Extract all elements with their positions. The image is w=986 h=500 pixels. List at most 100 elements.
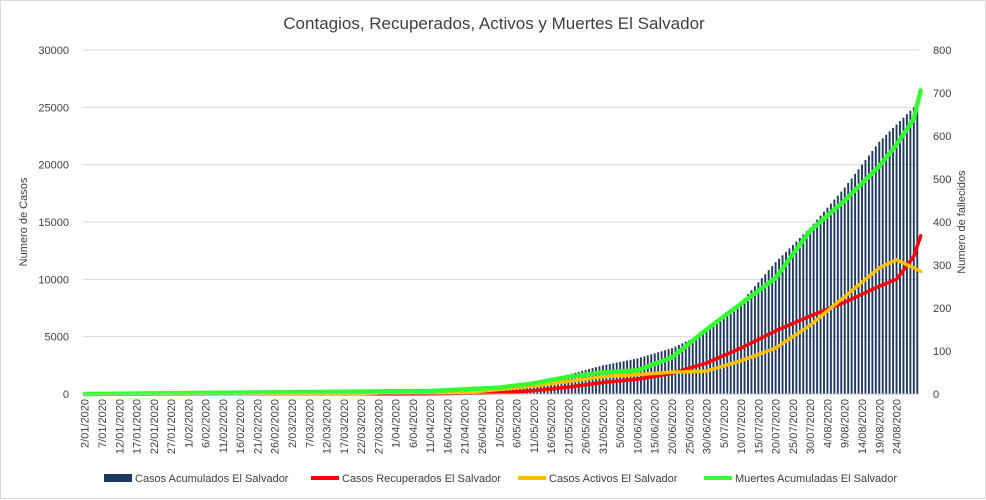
y-tick-right: 300 [933,260,951,272]
x-tick-label: 24/08/2020 [892,399,904,454]
bar-casos-acumulados [633,359,635,394]
x-tick-label: 16/02/2020 [235,399,247,454]
x-tick-label: 9/08/2020 [840,399,852,448]
y-axis-left-title: Numero de Casos [18,177,30,266]
x-tick-label: 20/06/2020 [667,399,679,454]
y-axis-right-title: Numero de fallecidos [956,170,968,274]
bar-casos-acumulados [605,365,607,394]
y-tick-right: 0 [933,389,939,401]
y-tick-right: 100 [933,346,951,358]
x-tick-label: 20/07/2020 [771,399,783,454]
bar-casos-acumulados [789,248,791,394]
bar-casos-acumulados [799,238,801,394]
bar-casos-acumulados [840,192,842,394]
x-tick-label: 19/08/2020 [874,399,886,454]
x-tick-label: 7/03/2020 [304,399,316,448]
bar-casos-acumulados [795,241,797,394]
bar-casos-acumulados [775,262,777,394]
x-tick-label: 5/06/2020 [615,399,627,448]
x-tick-label: 6/05/2020 [512,399,524,448]
y-tick-right: 200 [933,303,951,315]
x-tick-label: 31/05/2020 [598,399,610,454]
bar-casos-acumulados [906,114,908,394]
x-tick-label: 26/02/2020 [270,399,282,454]
series-line-3 [85,90,921,394]
y-tick-left: 5000 [45,332,69,344]
bar-casos-acumulados [802,235,804,394]
bar-casos-acumulados [816,220,818,394]
x-tick-label: 1/05/2020 [494,399,506,448]
bar-casos-acumulados [851,178,853,394]
bar-casos-acumulados [792,245,794,394]
bar-casos-acumulados [809,228,811,394]
bar-casos-acumulados [813,224,815,394]
bar-casos-acumulados [782,255,784,394]
x-tick-label: 11/02/2020 [218,399,230,453]
bar-casos-acumulados [616,363,618,394]
x-tick-label: 27/01/2020 [166,399,178,454]
bar-casos-acumulados [844,188,846,394]
bar-casos-acumulados [837,196,839,394]
bar-casos-acumulados [785,252,787,394]
x-tick-label: 30/06/2020 [702,399,714,454]
x-tick-label: 16/04/2020 [442,399,454,454]
x-tick-label: 10/06/2020 [632,399,644,454]
x-tick-label: 10/07/2020 [736,399,748,454]
x-tick-label: 6/02/2020 [201,399,213,448]
legend-label: Muertes Acumuladas El Salvador [735,473,897,485]
bar-casos-acumulados [619,362,621,394]
x-tick-label: 25/07/2020 [788,399,800,454]
legend-label: Casos Activos El Salvador [549,473,678,485]
x-tick-label: 14/08/2020 [857,399,869,454]
x-tick-label: 15/06/2020 [650,399,662,454]
y-tick-left: 15000 [38,217,69,229]
bar-casos-acumulados [630,360,632,394]
x-tick-label: 11/04/2020 [425,399,437,453]
x-tick-label: 21/05/2020 [563,399,575,454]
y-tick-left: 10000 [38,274,69,286]
bar-casos-acumulados [903,118,905,394]
bar-casos-acumulados [847,183,849,394]
x-tick-label: 6/04/2020 [408,399,420,448]
y-tick-left: 30000 [38,45,69,57]
legend-swatch [104,474,132,482]
x-tick-label: 5/07/2020 [719,399,731,448]
x-tick-label: 12/03/2020 [322,399,334,454]
legend-label: Casos Acumulados El Salvador [135,473,289,485]
series-line-1 [85,236,921,394]
y-tick-left: 25000 [38,102,69,114]
y-tick-right: 700 [933,88,951,100]
bar-casos-acumulados [609,364,611,394]
bar-casos-acumulados [626,361,628,394]
x-tick-label: 2/03/2020 [287,399,299,448]
bar-casos-acumulados [858,169,860,394]
x-tick-label: 17/01/2020 [132,399,144,454]
x-tick-label: 17/03/2020 [339,399,351,454]
x-tick-label: 11/05/2020 [529,399,541,453]
x-tick-label: 30/07/2020 [805,399,817,454]
bar-casos-acumulados [909,111,911,394]
y-tick-right: 400 [933,217,951,229]
bar-casos-acumulados [806,231,808,394]
bar-casos-acumulados [854,174,856,394]
bar-casos-acumulados [771,266,773,394]
x-tick-label: 1/04/2020 [391,399,403,448]
bar-casos-acumulados [830,204,832,394]
x-tick-label: 1/02/2020 [183,399,195,448]
bar-casos-acumulados [861,165,863,394]
bar-casos-acumulados [827,208,829,394]
x-tick-label: 25/06/2020 [684,399,696,454]
bar-casos-acumulados [623,361,625,394]
legend-label: Casos Recuperados El Salvador [342,473,501,485]
line-series [85,90,921,394]
bar-casos-acumulados [778,259,780,394]
legend: Casos Acumulados El Salvador Casos Recupe… [104,473,897,485]
bar-casos-acumulados [823,212,825,394]
bar-casos-acumulados [820,216,822,394]
bar-series [364,104,919,394]
bar-casos-acumulados [602,365,604,394]
y-tick-right: 800 [933,45,951,57]
x-tick-label: 26/04/2020 [477,399,489,454]
x-tick-label: 27/03/2020 [373,399,385,454]
